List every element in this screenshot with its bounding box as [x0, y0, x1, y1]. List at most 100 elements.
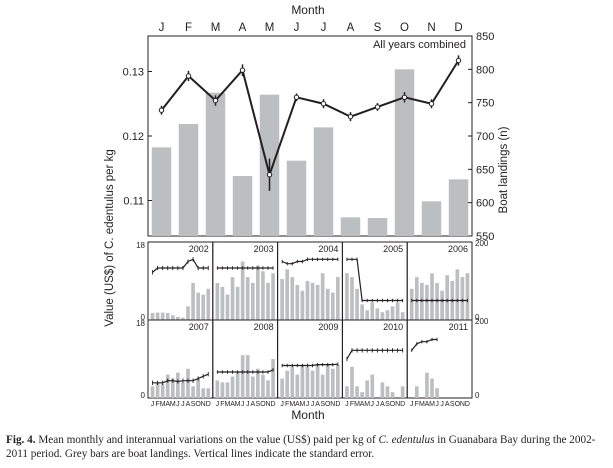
year-bar — [261, 374, 265, 398]
year-bar — [240, 355, 245, 398]
year-bar — [240, 261, 245, 320]
top-right-axis: 550 600 650 700 750 800 850 — [468, 31, 494, 243]
top-point — [293, 94, 300, 100]
year-month-label: N — [460, 401, 465, 408]
year-line — [217, 369, 274, 373]
year-bar — [245, 277, 250, 320]
top-month-label: A — [347, 22, 355, 34]
year-bar — [261, 271, 265, 320]
caption-species: C. edentulus — [378, 434, 435, 446]
year-bar — [430, 378, 434, 398]
year-label: 2002 — [189, 244, 209, 254]
multiples-left-tick-label: 18 — [136, 241, 145, 250]
year-month-label: M — [364, 401, 370, 408]
year-month-label: N — [265, 401, 270, 408]
year-line — [152, 373, 209, 384]
year-month-label: J — [176, 401, 180, 408]
top-bar — [205, 92, 226, 237]
year-bar — [305, 281, 310, 320]
year-month-label: N — [395, 401, 400, 408]
top-bar — [394, 69, 415, 236]
year-bar — [325, 364, 330, 398]
top-left-tick-label: 0.11 — [123, 196, 144, 208]
left-axis-title: Value (US$) of C. edentulus per kg — [104, 149, 116, 327]
year-bar — [285, 370, 290, 398]
year-bar — [230, 376, 235, 398]
year-bar — [400, 312, 405, 320]
year-month-label: F — [155, 401, 159, 408]
year-line — [281, 258, 338, 265]
year-month-label: J — [151, 401, 155, 408]
year-bar — [425, 284, 429, 320]
year-bar — [370, 302, 375, 320]
year-bar — [430, 273, 434, 320]
year-panel: 2004 — [277, 241, 343, 321]
year-bar — [235, 372, 240, 398]
year-bar — [440, 290, 444, 320]
multiples-right-tick-label: 0 — [475, 391, 480, 400]
year-month-label: A — [230, 401, 235, 408]
year-bar — [400, 386, 405, 398]
year-bar — [176, 372, 180, 398]
year-bar — [414, 277, 419, 320]
year-bar — [465, 273, 470, 320]
year-bar — [390, 306, 395, 320]
year-bar — [250, 376, 255, 398]
year-bar — [165, 312, 170, 320]
year-bar — [336, 364, 340, 398]
year-month-label: M — [170, 401, 176, 408]
year-panel: 2002 — [147, 241, 214, 321]
year-month-label: M — [235, 401, 241, 408]
year-bar — [315, 364, 320, 398]
year-month-label: S — [191, 401, 196, 408]
year-bar — [355, 288, 359, 320]
year-label: 2010 — [383, 322, 403, 332]
year-bar — [290, 366, 295, 398]
top-right-tick-label: 750 — [476, 98, 494, 110]
year-month-label: M — [160, 401, 166, 408]
year-month-label: D — [335, 401, 340, 408]
year-month-label: O — [260, 401, 266, 408]
year-month-label: N — [330, 401, 335, 408]
year-bar — [160, 312, 165, 320]
top-line-series — [158, 55, 462, 191]
year-label: 2007 — [189, 322, 209, 332]
year-bar — [215, 282, 220, 320]
year-month-label: M — [289, 401, 295, 408]
year-line — [411, 338, 438, 351]
top-left-tick-label: 0.12 — [123, 131, 144, 143]
year-bar — [330, 368, 335, 398]
year-label: 2004 — [318, 244, 338, 254]
year-bar — [305, 366, 310, 398]
year-month-label: J — [241, 401, 245, 408]
year-bar — [235, 286, 240, 320]
caption-text-before: Mean monthly and interannual variations … — [35, 434, 379, 446]
year-month-label: J — [345, 401, 349, 408]
top-bar — [313, 127, 334, 236]
year-month-label: J — [311, 401, 315, 408]
year-line — [282, 363, 338, 367]
top-month-label: M — [265, 22, 275, 34]
year-bar — [181, 382, 185, 398]
year-bar — [350, 277, 354, 320]
top-month-label: J — [159, 22, 165, 34]
year-bar — [295, 284, 300, 320]
year-bar — [435, 388, 439, 398]
year-bar — [186, 306, 190, 320]
year-month-label: F — [415, 401, 419, 408]
year-bar — [460, 277, 465, 320]
caption-fig-label: Fig. 4. — [6, 434, 36, 446]
top-bar — [421, 201, 442, 236]
year-bar — [201, 388, 206, 398]
year-month-label: F — [350, 401, 354, 408]
year-bar — [271, 273, 275, 320]
multiples-left-tick-label: 18 — [136, 319, 145, 328]
year-bar — [345, 386, 349, 398]
bottom-axis-title: Month — [291, 408, 324, 422]
year-bar — [155, 312, 160, 320]
top-month-label: J — [321, 22, 327, 34]
top-bar — [448, 179, 469, 236]
